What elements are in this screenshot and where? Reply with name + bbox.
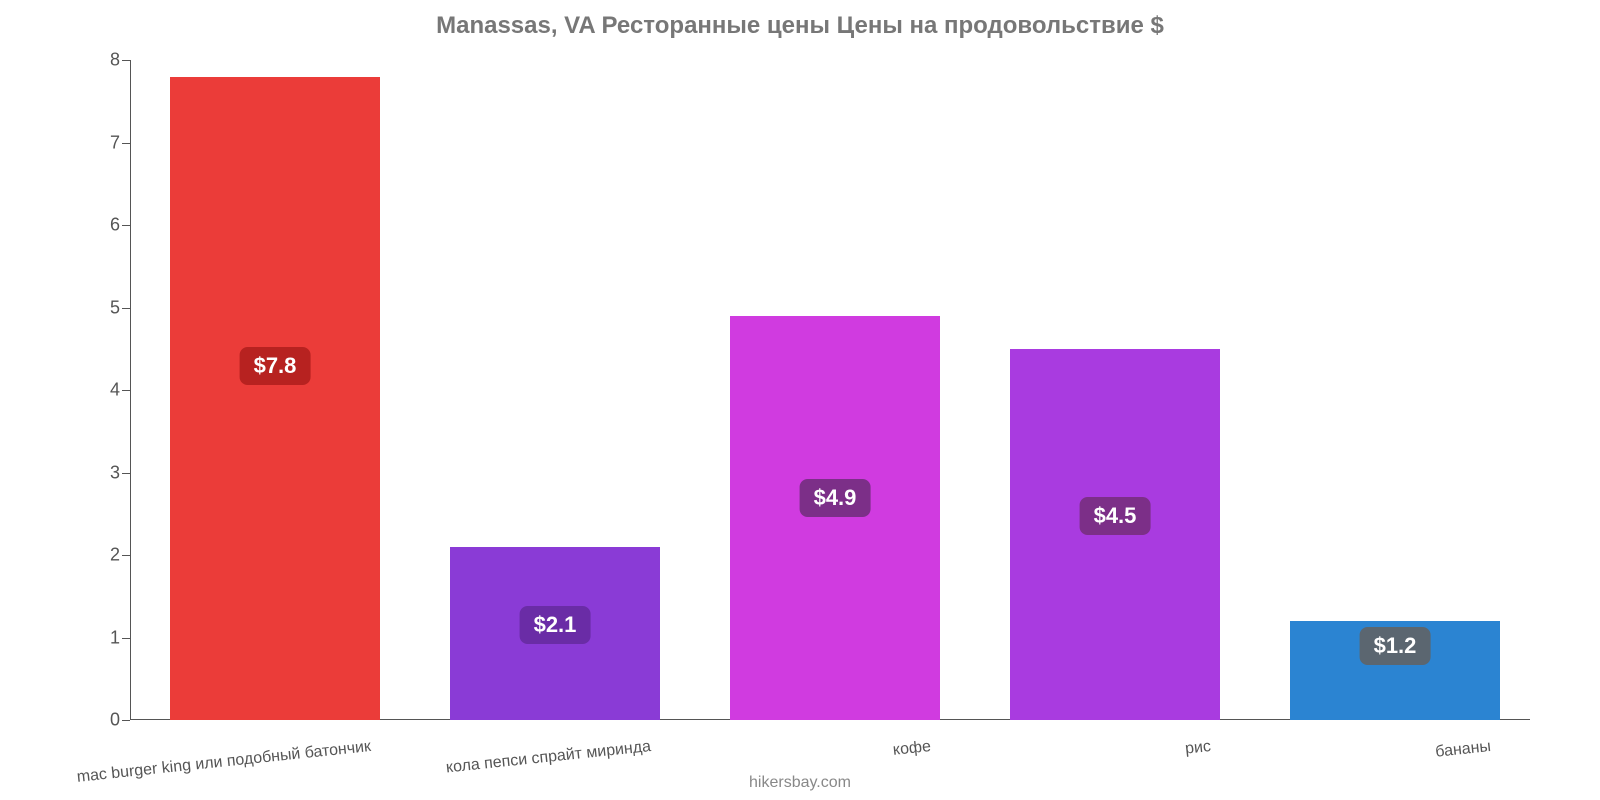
y-tick (122, 638, 130, 639)
y-tick-label: 5 (90, 297, 120, 318)
y-tick-label: 1 (90, 627, 120, 648)
x-category-label: кола пепси спрайт миринда (445, 738, 652, 777)
y-tick-label: 6 (90, 215, 120, 236)
x-category-label: mac burger king или подобный батончик (76, 738, 372, 787)
plot-area: 012345678 $7.8$2.1$4.9$4.5$1.2 mac burge… (130, 60, 1530, 720)
y-tick (122, 390, 130, 391)
y-tick (122, 720, 130, 721)
x-category-label: бананы (1435, 738, 1492, 762)
y-tick (122, 60, 130, 61)
bar (730, 316, 940, 720)
bar-value-badge: $4.5 (1080, 497, 1151, 535)
bar-value-badge: $1.2 (1360, 627, 1431, 665)
y-tick-label: 7 (90, 132, 120, 153)
y-tick (122, 473, 130, 474)
y-tick-label: 4 (90, 380, 120, 401)
y-tick (122, 308, 130, 309)
bar-value-badge: $7.8 (240, 347, 311, 385)
chart-title: Manassas, VA Ресторанные цены Цены на пр… (0, 0, 1600, 40)
y-tick-label: 8 (90, 50, 120, 71)
y-tick (122, 555, 130, 556)
y-tick-label: 2 (90, 545, 120, 566)
attribution-text: hikersbay.com (749, 774, 851, 792)
x-category-label: рис (1184, 738, 1212, 759)
bar-value-badge: $4.9 (800, 479, 871, 517)
y-tick (122, 143, 130, 144)
y-tick-label: 0 (90, 710, 120, 731)
chart-container: Manassas, VA Ресторанные цены Цены на пр… (0, 0, 1600, 800)
bar-value-badge: $2.1 (520, 606, 591, 644)
y-tick (122, 225, 130, 226)
bar (170, 77, 380, 721)
x-category-label: кофе (892, 738, 932, 760)
y-tick-label: 3 (90, 462, 120, 483)
bars-group: $7.8 $2.1 $4.9 $4.5 $1.2 (130, 60, 1530, 720)
